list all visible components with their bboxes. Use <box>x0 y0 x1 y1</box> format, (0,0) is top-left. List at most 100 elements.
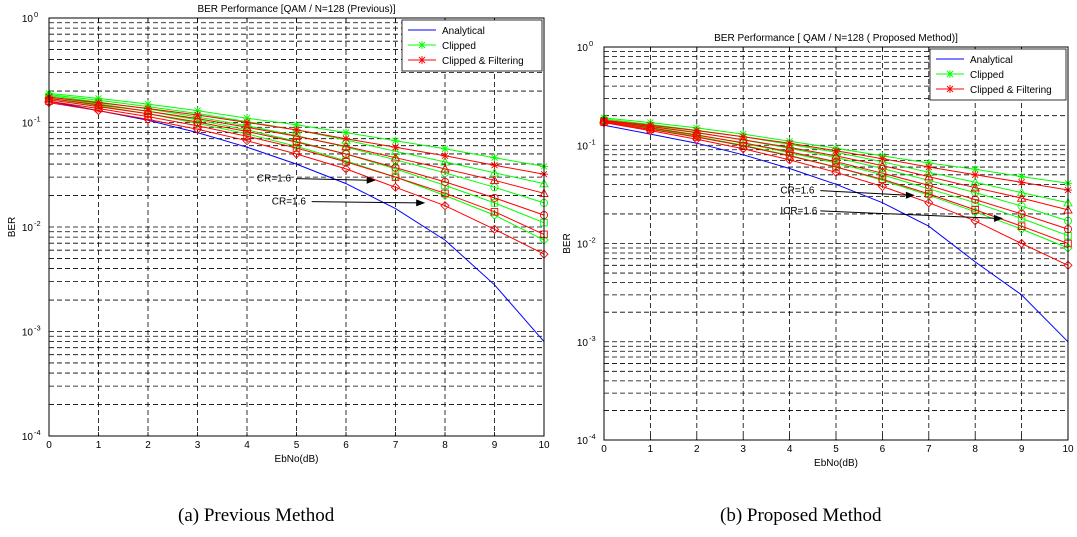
chart-0-data-point <box>144 104 152 113</box>
chart-1-series-line <box>603 120 1069 211</box>
chart-1-data-point <box>692 126 701 135</box>
chart-1-series-line <box>603 124 1069 343</box>
chart-1-data-point <box>831 162 841 172</box>
chart-0-y-tick-label: 10 <box>22 223 34 234</box>
chart-0-data-point <box>292 120 301 129</box>
chart-0-x-axis-label: EbNo(dB) <box>275 454 319 465</box>
chart-0-data-point <box>440 201 450 211</box>
chart-0-data-point <box>441 144 449 153</box>
chart-1-title: BER Performance [ QAM / N=128 ( Proposed… <box>714 33 958 44</box>
chart-0-data-point <box>93 105 104 116</box>
chart-0-data-point <box>391 173 400 181</box>
chart-1-data-point <box>924 198 934 208</box>
chart-0-data-point <box>490 193 499 202</box>
chart-0-data-point <box>341 149 351 159</box>
chart-1-data-point <box>878 169 887 178</box>
chart-0-series-line <box>48 100 545 235</box>
chart-0-y-tick-label: 10 <box>22 14 34 25</box>
chart-0-data-point <box>490 207 499 216</box>
chart-0-data-point <box>144 100 152 109</box>
chart-0-annotation-arrow <box>296 178 370 181</box>
chart-1-data-point <box>646 121 655 130</box>
chart-1-annotation-arrow <box>820 190 909 196</box>
chart-1-data-point <box>924 181 933 190</box>
chart-1-data-point <box>971 170 980 179</box>
chart-1-y-tick-exponent: -2 <box>589 236 596 245</box>
chart-1-annotation-arrowhead <box>905 191 915 199</box>
chart-0-series-10 <box>44 97 549 259</box>
chart-1-data-point <box>1016 224 1027 234</box>
chart-1-x-tick-label: 10 <box>1062 444 1074 455</box>
caption-previous: (a) Previous Method <box>178 505 335 526</box>
chart-0-data-point <box>440 163 450 173</box>
chart-0-data-point <box>441 151 449 160</box>
chart-0-data-point <box>341 141 351 151</box>
chart-1-data-point <box>784 155 795 165</box>
chart-1-data-point <box>877 181 888 192</box>
chart-0-data-point <box>390 182 401 192</box>
chart-1-x-tick-label: 6 <box>880 444 886 455</box>
chart-0-y-tick-label: 10 <box>22 119 34 130</box>
chart-0-data-point <box>391 163 400 172</box>
chart-0-data-point <box>192 124 203 134</box>
chart-0-y-tick-exponent: 0 <box>34 10 38 19</box>
chart-0-legend-marker <box>418 41 426 49</box>
chart-0-series-line <box>48 100 545 342</box>
chart-0-y-tick-label: 10 <box>22 432 34 443</box>
chart-0-data-point <box>490 153 499 162</box>
chart-1-x-tick-label: 4 <box>787 444 793 455</box>
chart-1-x-tick-label: 8 <box>972 444 978 455</box>
chart-0-data-point <box>540 218 548 227</box>
chart-0-x-tick-label: 4 <box>244 440 250 451</box>
chart-1-data-point <box>924 158 933 167</box>
chart-0-data-point <box>291 149 302 159</box>
chart-1-data-point <box>970 182 980 192</box>
chart-1-data-point <box>1016 193 1027 202</box>
chart-0-data-point <box>93 99 104 109</box>
chart-1-y-tick-label: 10 <box>577 240 589 251</box>
chart-0-data-point <box>242 127 252 136</box>
chart-1-y-tick-label: 10 <box>577 338 589 349</box>
chart-0-annotation-label: CR=1.6 <box>272 197 307 208</box>
chart-1-legend-label: Clipped & Filtering <box>970 85 1052 96</box>
chart-0-x-tick-label: 8 <box>442 440 448 451</box>
chart-0-y-tick-exponent: -4 <box>34 428 41 437</box>
chart-1-legend-marker <box>946 70 954 78</box>
chart-1-series-line <box>603 121 1069 244</box>
chart-0-data-point <box>342 128 350 137</box>
chart-1-data-point <box>878 175 887 184</box>
chart-0-annotation-label: CR=1.6 <box>257 174 292 185</box>
chart-1-legend-label: Clipped <box>970 70 1004 81</box>
chart-1-data-point <box>738 144 748 154</box>
chart-1-data-point <box>970 177 980 186</box>
chart-1-data-point <box>971 206 979 214</box>
chart-1-y-tick-label: 10 <box>577 43 589 54</box>
chart-0-y-tick-label: 10 <box>22 328 34 339</box>
chart-0-data-point <box>242 136 252 146</box>
chart-1-data-point <box>784 142 795 152</box>
chart-1-axes-frame <box>603 46 1069 441</box>
chart-1-x-tick-label: 3 <box>740 444 746 455</box>
chart-1-data-point <box>832 146 840 155</box>
chart-0-x-tick-label: 5 <box>294 440 300 451</box>
chart-0-title: BER Performance [QAM / N=128 (Previous)] <box>197 4 395 15</box>
chart-0-y-axis-label: BER <box>7 217 18 238</box>
chart-1-data-point <box>692 134 702 144</box>
chart-0-series-0 <box>48 100 545 342</box>
chart-0-y-tick-exponent: -2 <box>34 219 41 228</box>
chart-1-data-point <box>877 160 888 170</box>
chart-1-data-point <box>831 157 841 166</box>
chart-1-data-point <box>971 195 980 204</box>
chart-0-data-point <box>292 138 301 147</box>
caption-proposed: (b) Proposed Method <box>720 505 882 526</box>
chart-1-legend-marker <box>946 85 954 93</box>
chart-panel-proposed: 0 1 2 3 4 5 6 7 8 9 10 10 0 10 -1 10 -2 10 -3 10 -4 BER Perfo… <box>552 0 1077 537</box>
chart-1-y-tick-label: 10 <box>577 141 589 152</box>
chart-0-axes-frame <box>48 17 545 437</box>
chart-1-data-point <box>1017 222 1026 230</box>
chart-0-data-point <box>490 161 499 170</box>
chart-1-x-tick-label: 1 <box>648 444 654 455</box>
chart-1-legend-label: Analytical <box>970 55 1013 66</box>
